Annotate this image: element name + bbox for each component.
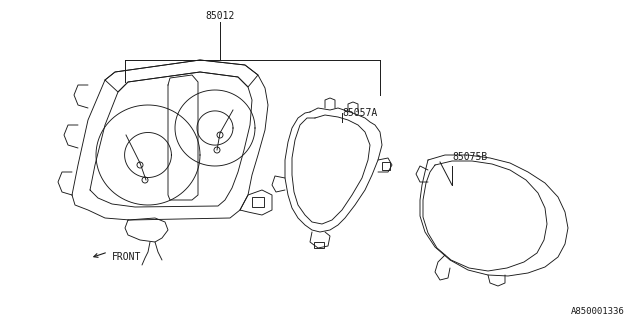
Text: 85075B: 85075B [452,152,487,162]
Bar [314,242,324,248]
Bar [252,197,264,207]
Bar [382,162,390,170]
Text: 85012: 85012 [205,11,235,21]
Text: FRONT: FRONT [112,252,141,262]
Text: A850001336: A850001336 [572,308,625,316]
Text: 85057A: 85057A [342,108,377,118]
